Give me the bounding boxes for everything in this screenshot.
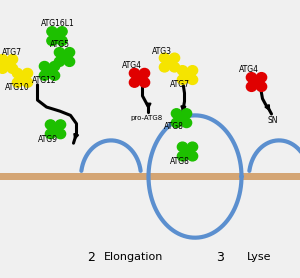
Ellipse shape [47, 27, 57, 36]
Ellipse shape [182, 109, 192, 118]
Ellipse shape [129, 68, 140, 78]
Text: pro-ATG8: pro-ATG8 [130, 115, 163, 121]
Text: ATG4: ATG4 [238, 65, 259, 74]
Ellipse shape [64, 57, 75, 66]
Ellipse shape [45, 129, 56, 139]
Text: ATG16L1: ATG16L1 [40, 19, 74, 28]
Ellipse shape [171, 109, 182, 118]
Ellipse shape [177, 75, 188, 85]
Text: ATG9: ATG9 [38, 135, 58, 143]
Ellipse shape [64, 48, 75, 57]
Ellipse shape [44, 66, 55, 76]
Ellipse shape [59, 52, 70, 62]
Ellipse shape [45, 120, 56, 129]
Ellipse shape [47, 36, 57, 46]
Ellipse shape [50, 61, 60, 71]
Ellipse shape [188, 66, 198, 75]
Ellipse shape [12, 78, 22, 87]
Text: 3: 3 [217, 251, 224, 264]
Ellipse shape [57, 27, 67, 36]
Ellipse shape [182, 147, 193, 156]
Ellipse shape [246, 82, 256, 91]
Ellipse shape [57, 36, 67, 46]
Ellipse shape [39, 61, 50, 71]
Ellipse shape [0, 54, 8, 64]
Ellipse shape [54, 57, 64, 66]
Text: ATG8: ATG8 [164, 122, 183, 131]
Ellipse shape [188, 152, 198, 161]
Text: Elongation: Elongation [104, 252, 163, 262]
Ellipse shape [176, 113, 187, 123]
Ellipse shape [12, 68, 22, 78]
Ellipse shape [169, 53, 180, 63]
Text: ATG3: ATG3 [152, 47, 172, 56]
Ellipse shape [140, 68, 150, 78]
Ellipse shape [129, 78, 140, 87]
Ellipse shape [171, 118, 182, 128]
Ellipse shape [22, 78, 33, 87]
Ellipse shape [8, 54, 18, 64]
Ellipse shape [140, 78, 150, 87]
Ellipse shape [159, 53, 170, 63]
Text: ATG7: ATG7 [169, 80, 190, 89]
Ellipse shape [56, 120, 66, 129]
Text: ATG7: ATG7 [2, 48, 22, 57]
Text: ATG10: ATG10 [4, 83, 29, 92]
Ellipse shape [256, 82, 267, 91]
Ellipse shape [50, 125, 61, 134]
Ellipse shape [182, 118, 192, 128]
Ellipse shape [177, 152, 188, 161]
Text: ATG5: ATG5 [50, 40, 70, 49]
Text: 2: 2 [88, 251, 95, 264]
Text: SN: SN [267, 116, 278, 125]
Ellipse shape [246, 73, 256, 82]
Ellipse shape [177, 66, 188, 75]
Ellipse shape [251, 77, 262, 87]
Ellipse shape [256, 73, 267, 82]
Ellipse shape [39, 71, 50, 80]
Bar [0, 173, 300, 180]
Ellipse shape [134, 73, 145, 83]
Ellipse shape [177, 142, 188, 152]
Ellipse shape [0, 64, 8, 73]
Ellipse shape [50, 71, 60, 80]
Ellipse shape [164, 58, 175, 67]
Ellipse shape [159, 63, 170, 72]
Ellipse shape [17, 73, 28, 83]
Text: Lyse: Lyse [247, 252, 272, 262]
Ellipse shape [52, 31, 62, 41]
Ellipse shape [188, 75, 198, 85]
Text: ATG4: ATG4 [122, 61, 142, 70]
Ellipse shape [56, 129, 66, 139]
Ellipse shape [2, 59, 13, 69]
Ellipse shape [54, 48, 64, 57]
Ellipse shape [188, 142, 198, 152]
Ellipse shape [8, 64, 18, 73]
Text: ATG8: ATG8 [169, 157, 189, 166]
Text: ATG12: ATG12 [32, 76, 56, 85]
Ellipse shape [182, 70, 193, 80]
Ellipse shape [169, 63, 180, 72]
Ellipse shape [22, 68, 33, 78]
